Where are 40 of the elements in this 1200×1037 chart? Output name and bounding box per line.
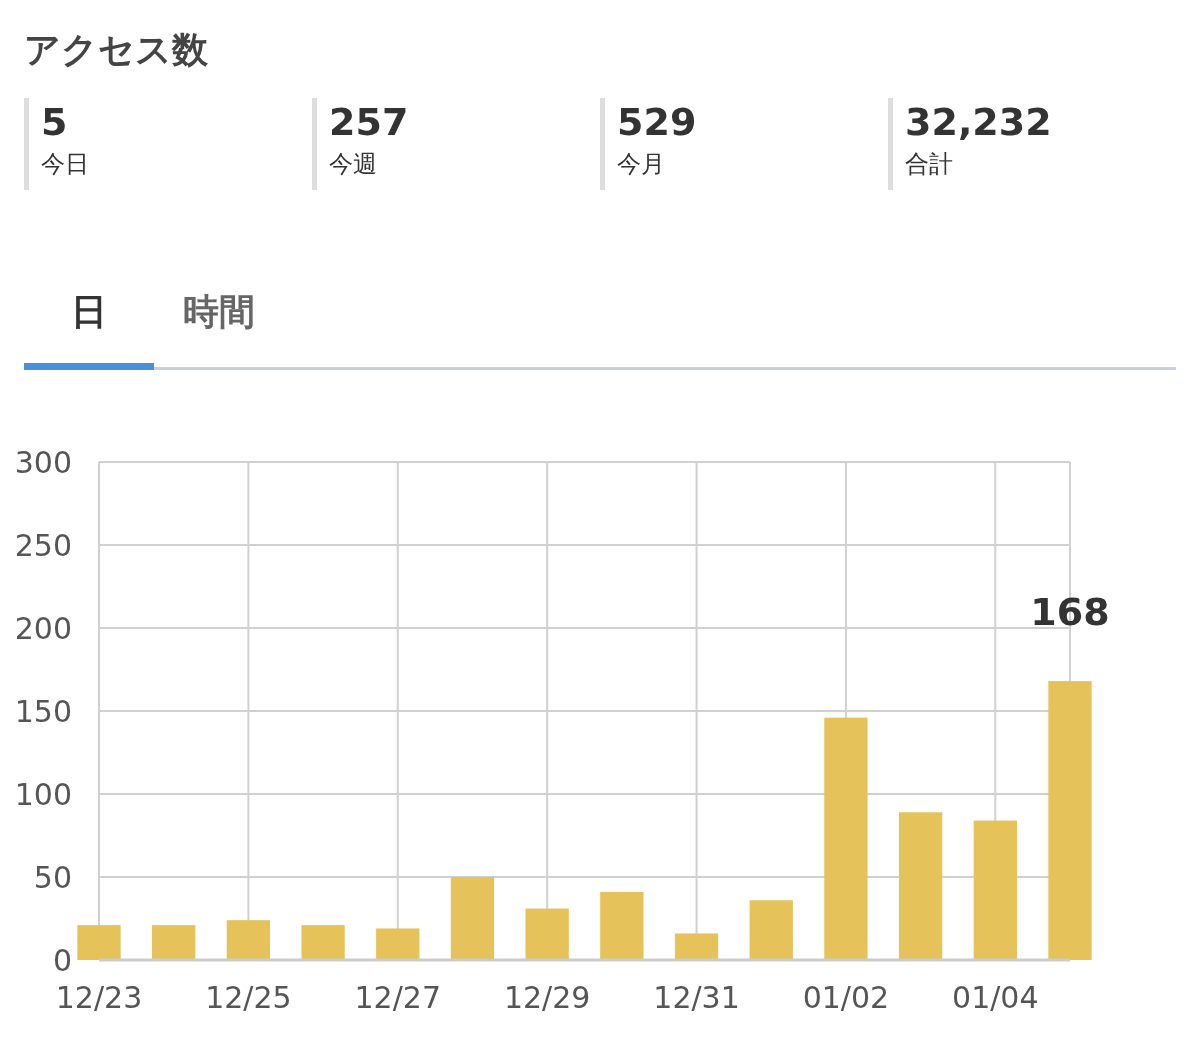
bar bbox=[600, 891, 644, 960]
bar bbox=[898, 812, 943, 960]
bar bbox=[152, 925, 196, 960]
x-tick-label: 01/02 bbox=[802, 980, 890, 1015]
text: 5 bbox=[41, 99, 69, 146]
text: 今月 bbox=[617, 149, 666, 180]
bar bbox=[973, 820, 1017, 960]
text: アクセス数 bbox=[24, 28, 208, 72]
y-tick-label: 250 bbox=[14, 528, 72, 563]
bar bbox=[749, 900, 793, 960]
bar bbox=[525, 908, 569, 960]
y-tick-label: 300 bbox=[14, 445, 72, 480]
bar bbox=[376, 928, 420, 960]
text: 日 bbox=[70, 290, 108, 334]
text: 今週 bbox=[329, 149, 378, 180]
bar bbox=[1048, 681, 1092, 960]
y-tick-label: 0 bbox=[52, 943, 72, 978]
y-tick-label: 200 bbox=[14, 611, 72, 646]
bar bbox=[301, 925, 345, 960]
bar bbox=[226, 920, 271, 960]
x-tick-label: 01/04 bbox=[952, 980, 1039, 1015]
bar bbox=[77, 925, 121, 960]
text: 今日 bbox=[41, 149, 89, 180]
x-tick-label: 12/23 bbox=[55, 980, 143, 1015]
text: 257 bbox=[329, 99, 409, 146]
text: 時間 bbox=[182, 290, 256, 334]
text: 529 bbox=[617, 99, 697, 146]
y-tick-label: 100 bbox=[14, 777, 72, 812]
text: 合計 bbox=[905, 149, 954, 180]
text: 32,232 bbox=[905, 99, 1052, 146]
y-tick-label: 150 bbox=[14, 694, 72, 729]
y-tick-label: 50 bbox=[33, 860, 72, 895]
x-tick-label: 12/25 bbox=[205, 980, 292, 1015]
x-tick-label: 12/27 bbox=[354, 980, 441, 1015]
data-label: 168 bbox=[1030, 590, 1110, 635]
x-tick-label: 12/31 bbox=[653, 980, 740, 1015]
x-tick-label: 12/29 bbox=[503, 980, 591, 1015]
bar bbox=[674, 933, 719, 960]
bar bbox=[824, 717, 868, 960]
bar bbox=[450, 877, 495, 960]
